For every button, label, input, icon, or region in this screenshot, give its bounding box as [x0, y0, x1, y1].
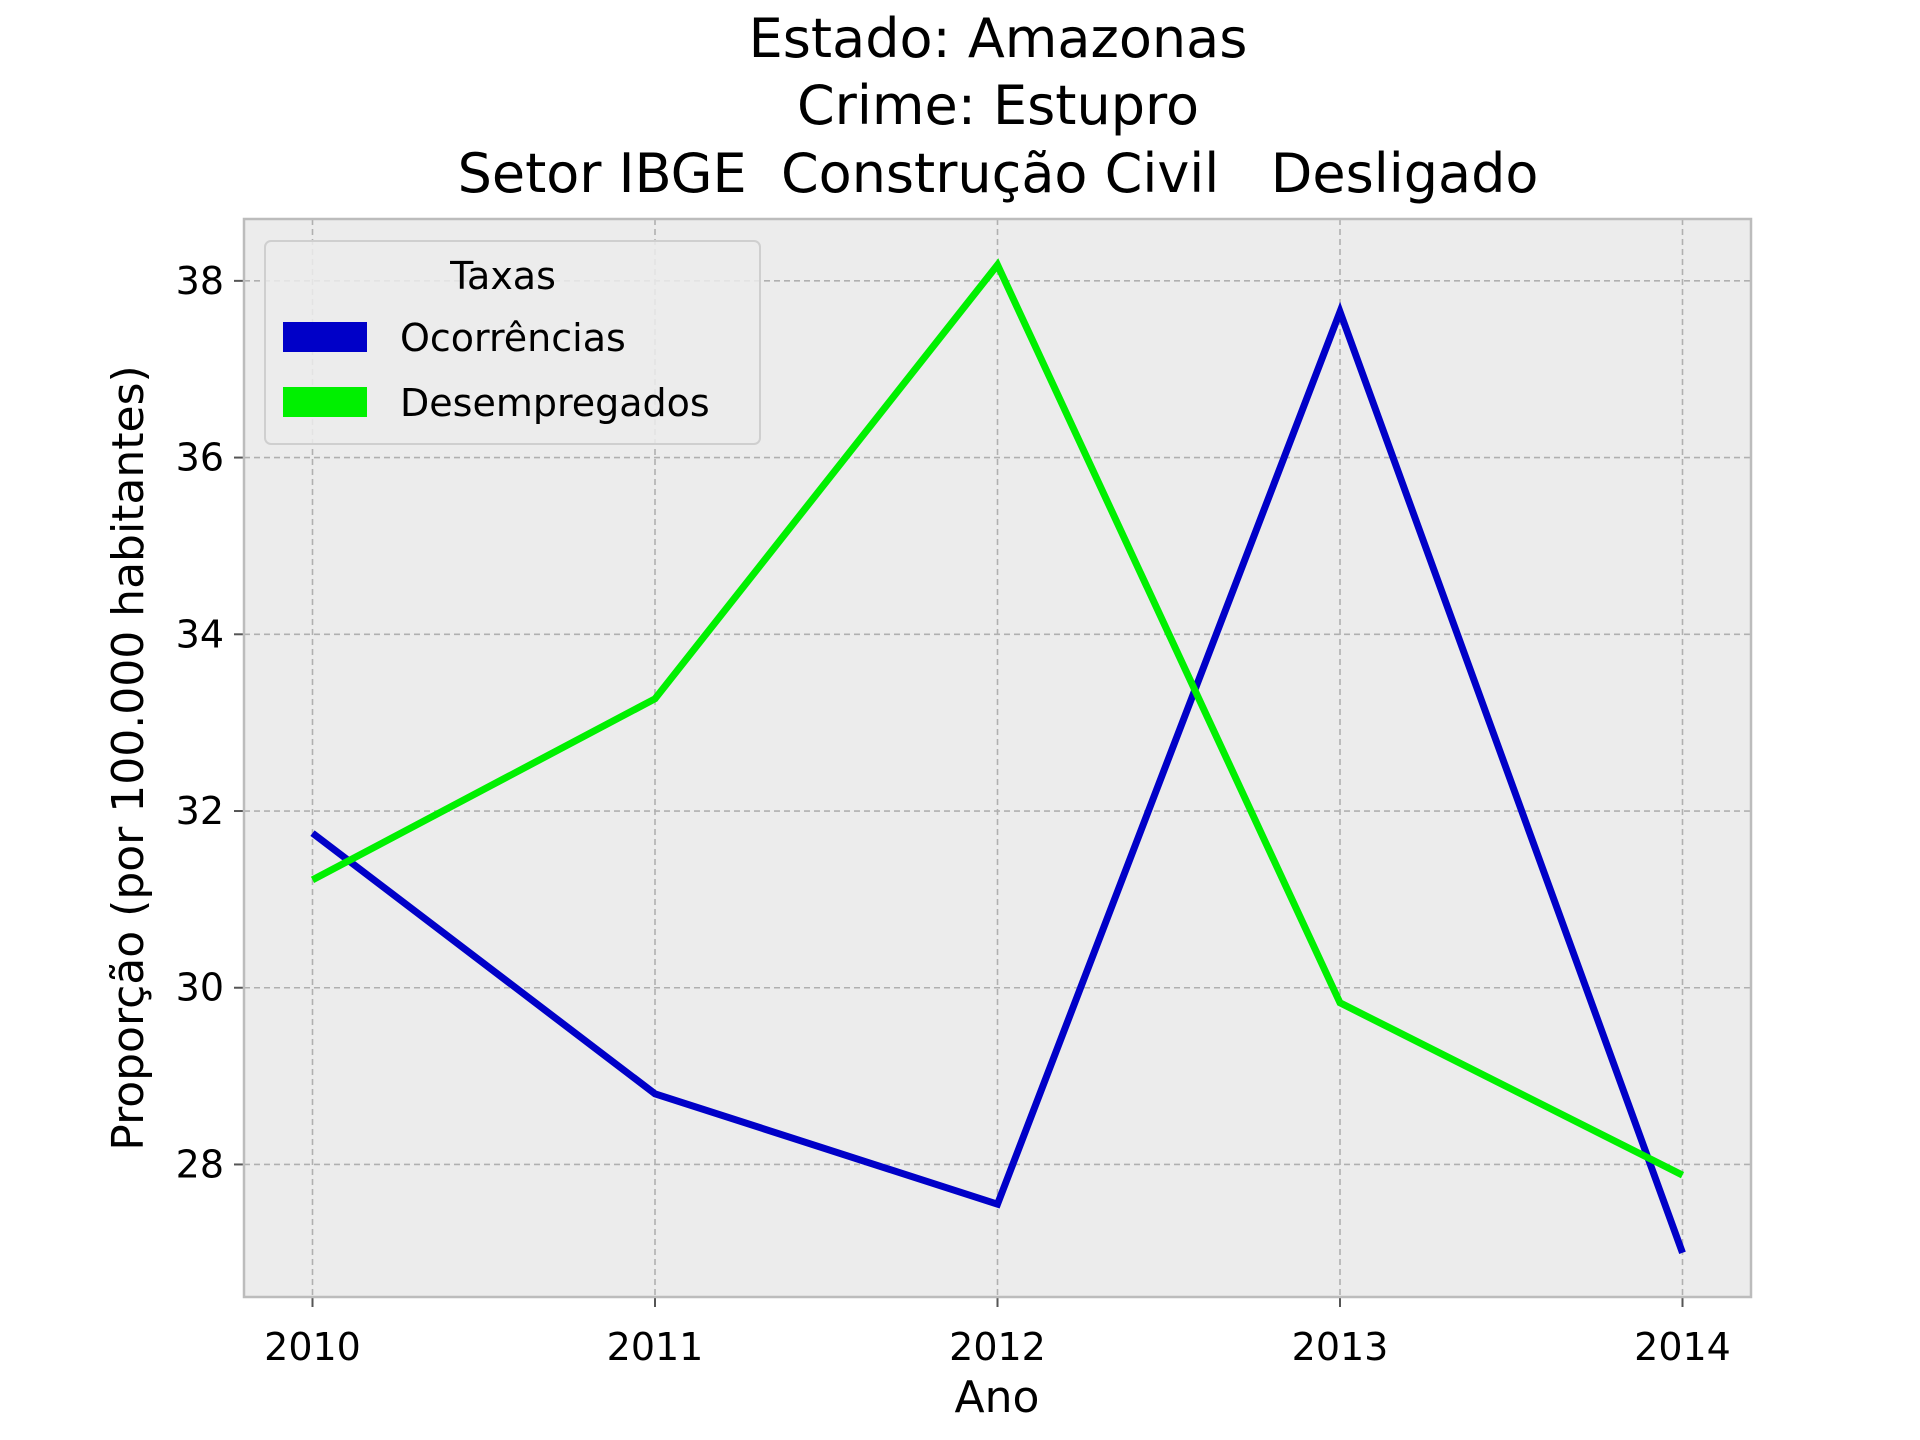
plot-frame	[242, 217, 1753, 1299]
grid	[244, 219, 1751, 1297]
legend-title: Taxas	[449, 254, 556, 298]
x-tick-label: 2014	[1634, 1325, 1731, 1369]
y-tick-label: 32	[176, 789, 224, 833]
x-tick-label: 2010	[264, 1325, 361, 1369]
x-axis-label: Ano	[955, 1372, 1040, 1423]
y-tick-label: 38	[176, 259, 224, 303]
series-line-desempregados	[310, 258, 1685, 1179]
legend-swatch-ocorrencias	[283, 322, 367, 352]
legend-label-desempregados: Desempregados	[400, 381, 710, 425]
series-line-ocorrencias	[310, 301, 1686, 1254]
y-tick-label: 30	[176, 966, 224, 1010]
x-tick-label: 2011	[607, 1325, 704, 1369]
axis-ticks: 2010 2011 2012 2013 2014 28 30 32 34 36 38	[176, 259, 1731, 1369]
chart-title-line-2: Crime: Estupro	[797, 74, 1199, 137]
legend-swatch-desempregados	[283, 387, 367, 417]
y-axis-label: Proporção (por 100.000 habitantes)	[103, 365, 154, 1150]
legend: Taxas Ocorrências Desempregados	[264, 240, 761, 445]
x-tick-label: 2013	[1292, 1325, 1389, 1369]
series-lines	[310, 258, 1686, 1254]
y-tick-label: 28	[176, 1142, 224, 1186]
legend-box	[264, 240, 761, 445]
chart-title-line-1: Estado: Amazonas	[749, 7, 1248, 70]
chart-title-line-3: Setor IBGE Construção Civil Desligado	[458, 142, 1539, 205]
y-tick-label: 36	[176, 436, 224, 480]
y-tick-label: 34	[176, 612, 224, 656]
x-tick-label: 2012	[949, 1325, 1046, 1369]
legend-label-ocorrencias: Ocorrências	[400, 316, 626, 360]
